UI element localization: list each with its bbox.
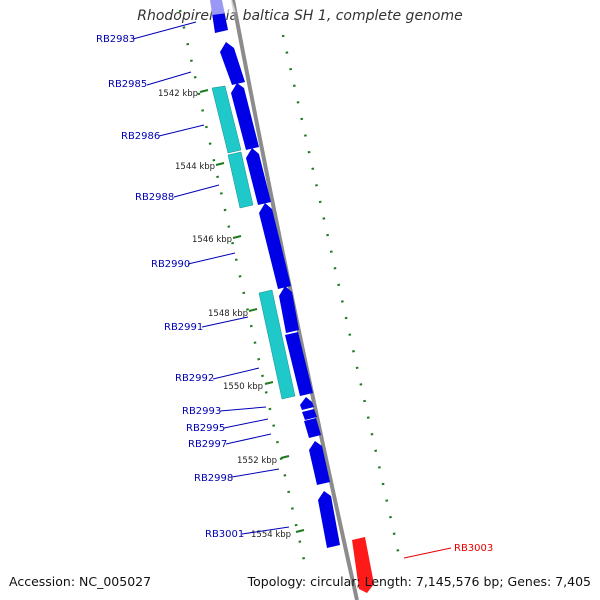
gene-arrow-rb2988[interactable] [246,148,271,205]
tick-label-1554: 1554 kbp [251,530,291,540]
tick-mark-1546 [232,235,242,239]
tick-label-1544: 1544 kbp [175,162,215,172]
connector-rb2997 [225,433,272,445]
gene-arrow-rb3003[interactable] [352,537,374,593]
gene-label-rb2985[interactable]: RB2985 [108,79,147,90]
connector-rb3001 [241,526,290,535]
label-connectors [132,21,452,559]
connector-rb3003 [403,547,452,559]
cds-feature[interactable] [211,85,242,154]
tick-mark-1554 [295,529,305,533]
gene-label-rb2992[interactable]: RB2992 [175,373,214,384]
tick-labels: 1542 kbp 1544 kbp 1546 kbp 1548 kbp 1550… [158,89,291,540]
accession-text: Accession: NC_005027 [9,574,152,589]
tick-marks [199,89,305,533]
connector-rb2990 [187,252,236,265]
gene-arrow-rb3001[interactable] [318,491,340,548]
gene-arrow-rb2991[interactable] [279,286,299,333]
connector-rb2988 [173,184,220,198]
tick-mark-1542 [199,89,209,93]
tick-label-1542: 1542 kbp [158,89,198,99]
gene-arrow-rb2990[interactable] [259,203,291,289]
gene-label-rb2995[interactable]: RB2995 [186,423,225,434]
tick-label-1550: 1550 kbp [223,382,263,392]
connector-rb2991 [201,316,249,328]
connector-rb2983 [132,21,197,40]
tick-label-1552: 1552 kbp [237,456,277,466]
gene-arrow-rb2985[interactable] [220,42,245,85]
gene-label-rb2998[interactable]: RB2998 [194,473,233,484]
cds-feature[interactable] [258,289,296,400]
connector-rb2992 [212,367,260,380]
tick-mark-1552 [280,455,290,459]
gene-label-rb2990[interactable]: RB2990 [151,259,190,270]
gene-label-rb2986[interactable]: RB2986 [121,131,160,142]
connector-rb2995 [223,418,269,429]
gene-labels: RB2983 RB2985 RB2986 RB2988 RB2990 RB299… [96,34,493,554]
genome-summary-text: Topology: circular; Length: 7,145,576 bp… [247,574,591,589]
gene-features [209,0,374,593]
tick-mark-1550 [264,381,274,385]
connector-rb2998 [231,468,280,478]
genome-backbone [231,0,359,600]
gene-label-rb2993[interactable]: RB2993 [182,406,221,417]
outer-guide-dots [281,34,402,561]
gene-arrow-rb2997[interactable] [304,418,321,438]
tick-mark-1544 [215,162,225,166]
connector-rb2993 [219,406,267,412]
gene-label-rb3003[interactable]: RB3003 [454,543,493,554]
gene-arrow-rb2993[interactable] [300,397,314,410]
gene-label-rb2983[interactable]: RB2983 [96,34,135,45]
gene-arrow-rb2992[interactable] [285,332,313,396]
gene-arrow-rb2995[interactable] [302,409,317,420]
gene-label-rb2997[interactable]: RB2997 [188,439,227,450]
gene-label-rb3001[interactable]: RB3001 [205,529,244,540]
cds-feature[interactable] [227,151,254,209]
tick-label-1546: 1546 kbp [192,235,232,245]
connector-rb2985 [146,71,192,86]
cds-features [211,85,296,400]
gene-label-rb2991[interactable]: RB2991 [164,322,203,333]
gene-fade-top [209,0,236,15]
gene-arrow-rb2986[interactable] [231,83,259,150]
gene-arrow-rb2998[interactable] [309,441,330,485]
connector-rb2986 [158,124,205,137]
tick-mark-1548 [248,308,258,312]
gene-label-rb2988[interactable]: RB2988 [135,192,174,203]
tick-label-1548: 1548 kbp [208,309,248,319]
